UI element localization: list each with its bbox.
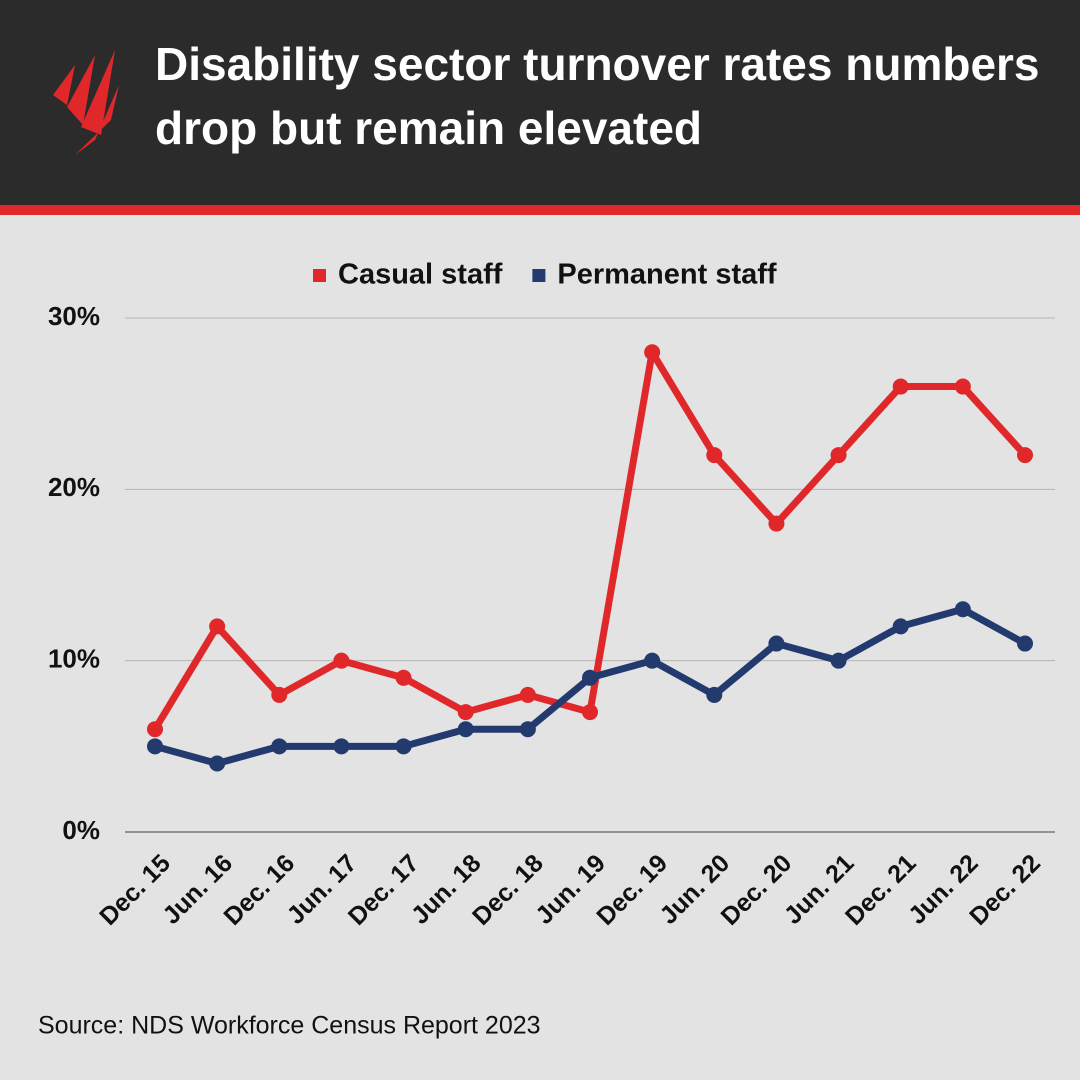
- data-point: [954, 601, 971, 618]
- data-point: [395, 669, 412, 686]
- x-tick-label: Dec. 21: [840, 849, 922, 931]
- data-point: [395, 738, 412, 755]
- data-point: [892, 618, 909, 635]
- y-tick-label: 30%: [48, 301, 100, 331]
- y-tick-label: 10%: [48, 644, 100, 674]
- legend-swatch: [532, 269, 546, 282]
- data-point: [333, 738, 350, 755]
- data-point: [582, 669, 598, 686]
- data-point: [333, 652, 350, 669]
- legend-swatch: [313, 269, 326, 282]
- chart-title: Disability sector turnover rates numbers…: [155, 38, 1040, 154]
- logo: [53, 50, 119, 155]
- data-point: [582, 704, 598, 721]
- data-point: [830, 447, 847, 464]
- data-point: [768, 635, 785, 652]
- y-tick-label: 0%: [62, 815, 100, 845]
- x-tick-label: Dec. 17: [343, 849, 425, 931]
- data-point: [706, 447, 723, 464]
- data-point: [1017, 635, 1033, 652]
- legend: Casual staff Permanent staff: [313, 259, 777, 291]
- data-point: [271, 738, 288, 755]
- data-point: [209, 755, 226, 772]
- data-point: [706, 686, 723, 703]
- x-tick-label: Dec. 15: [94, 849, 176, 931]
- data-point: [147, 721, 163, 738]
- data-point: [892, 378, 909, 395]
- source-note: Source: NDS Workforce Census Report 2023: [38, 1012, 541, 1040]
- header: Disability sector turnover rates numbers…: [0, 0, 1080, 215]
- series-line: [154, 605, 1027, 767]
- x-tick-label: Dec. 20: [716, 849, 798, 931]
- data-point: [519, 686, 536, 703]
- data-point: [954, 378, 971, 395]
- data-point: [519, 721, 536, 738]
- data-point: [271, 686, 288, 703]
- x-tick-label: Dec. 22: [964, 849, 1046, 931]
- data-point: [147, 738, 163, 755]
- x-tick-label: Dec. 19: [591, 849, 673, 931]
- data-point: [457, 704, 474, 721]
- legend-label: Casual staff: [338, 259, 503, 291]
- data-point: [457, 721, 474, 738]
- data-point: [209, 618, 226, 635]
- x-tick-label: Dec. 18: [467, 849, 549, 931]
- x-tick-label: Dec. 16: [218, 849, 300, 931]
- data-point: [1017, 447, 1033, 464]
- y-tick-label: 20%: [48, 472, 100, 502]
- data-point: [644, 344, 661, 361]
- data-point: [768, 515, 785, 532]
- legend-label: Permanent staff: [557, 259, 777, 291]
- data-point: [830, 652, 847, 669]
- data-point: [644, 652, 661, 669]
